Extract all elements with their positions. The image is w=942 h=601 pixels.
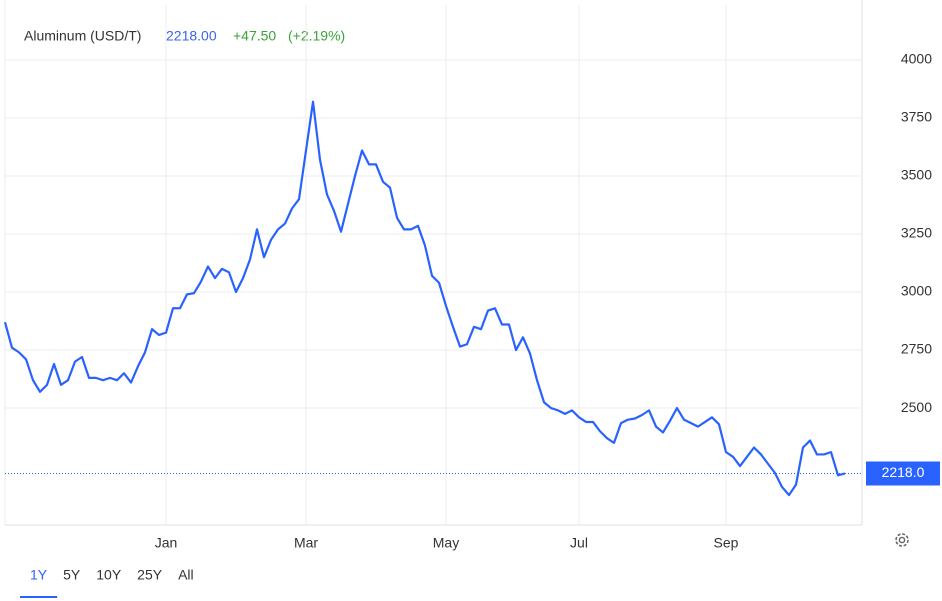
y-tick-label: 2500 (901, 399, 932, 415)
y-tick-label: 3500 (901, 167, 932, 183)
last-value-label: 2218.0 (882, 464, 925, 480)
range-button[interactable]: 1Y (30, 567, 48, 583)
x-tick-label: Sep (714, 535, 739, 551)
x-tick-label: Jan (155, 535, 178, 551)
change-pct: (+2.19%) (288, 28, 345, 44)
last-value-badge (866, 461, 940, 486)
x-tick-label: Mar (294, 535, 318, 551)
y-tick-label: 4000 (901, 51, 932, 67)
chart-title: Aluminum (USD/T) (24, 28, 141, 44)
range-button[interactable]: All (178, 567, 194, 583)
y-tick-label: 3250 (901, 225, 932, 241)
range-button[interactable]: 10Y (96, 567, 122, 583)
change: +47.50 (233, 28, 276, 44)
price-line (3, 100, 846, 497)
y-tick-label: 3000 (901, 283, 932, 299)
range-button[interactable]: 5Y (63, 567, 81, 583)
x-tick-label: Jul (570, 535, 588, 551)
settings-icon[interactable] (895, 533, 909, 547)
range-button[interactable]: 25Y (137, 567, 163, 583)
y-tick-label: 2750 (901, 341, 932, 357)
y-tick-label: 3750 (901, 109, 932, 125)
price: 2218.00 (166, 28, 217, 44)
x-tick-label: May (433, 535, 459, 551)
